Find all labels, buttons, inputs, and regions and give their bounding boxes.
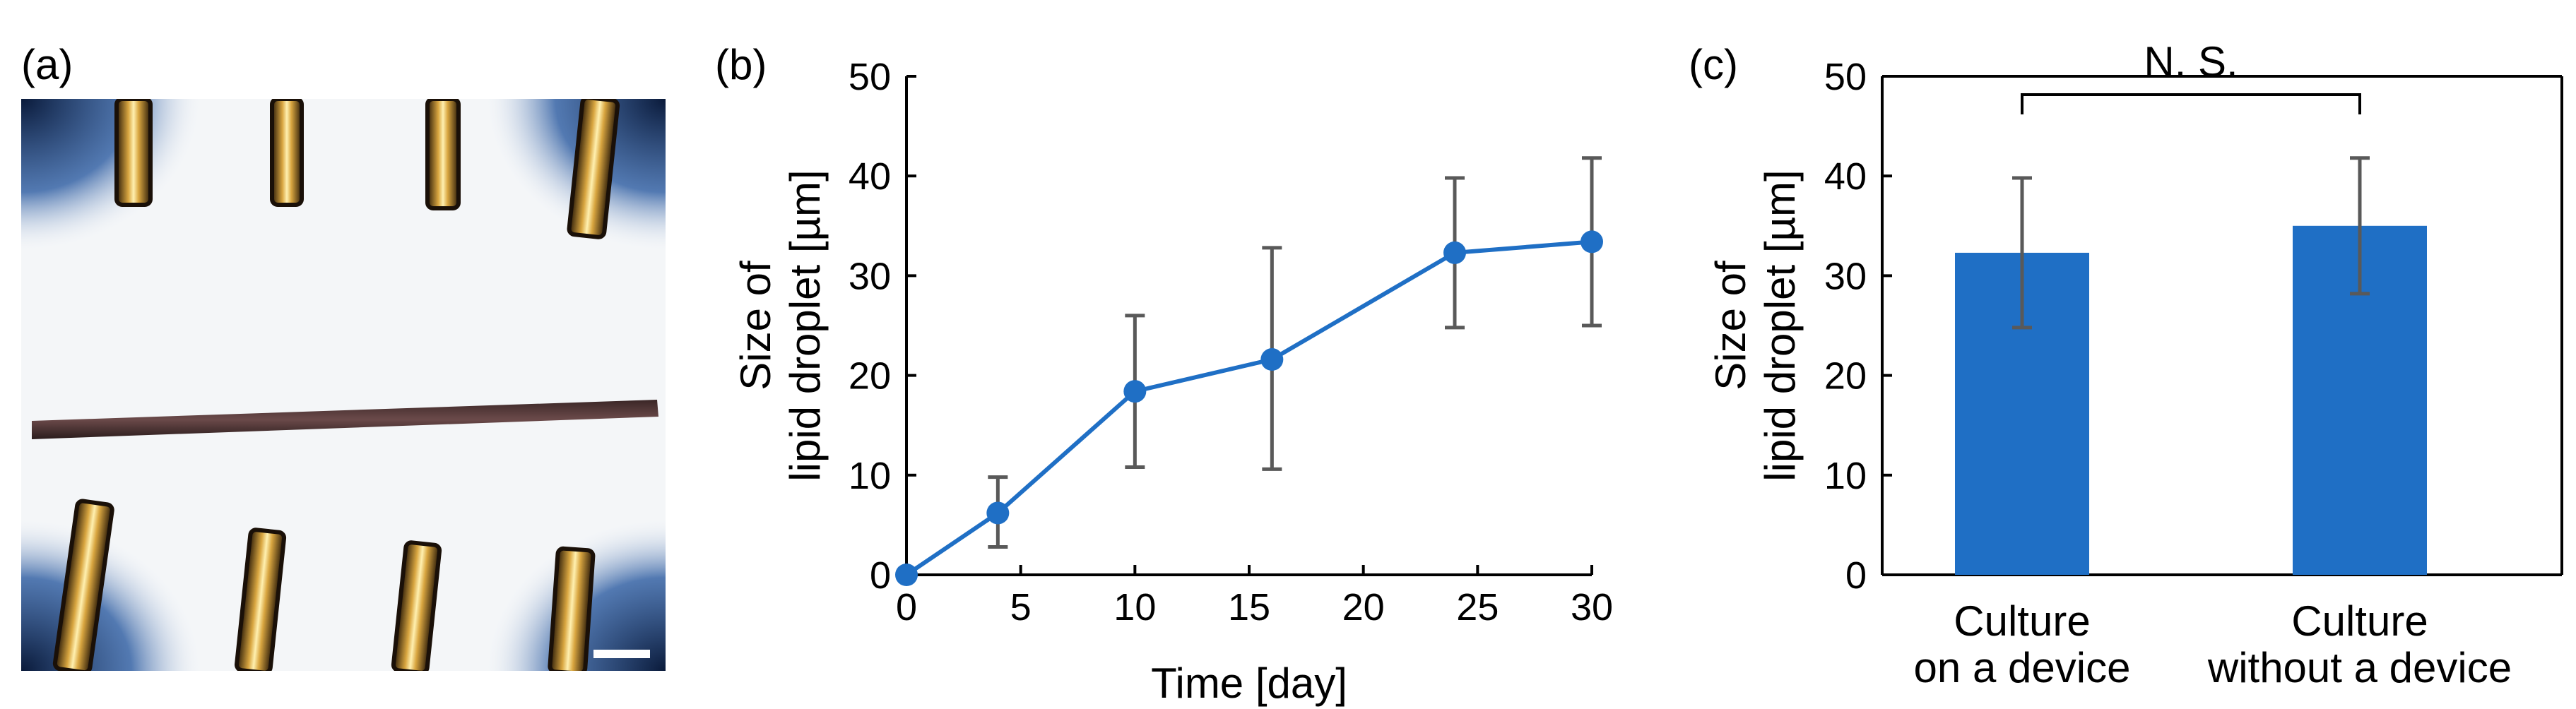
y-tick-label: 0 bbox=[1845, 554, 1867, 597]
panel-c: (c) 0 10 20 30 40 50 Size of lipid droplet [µm]… bbox=[1689, 38, 2563, 691]
data-point bbox=[1260, 348, 1284, 371]
pillar-bottom-1 bbox=[52, 499, 114, 671]
pillar-top-4 bbox=[567, 99, 620, 239]
category-label-line-2: on a device bbox=[1914, 644, 2131, 691]
error-bar bbox=[2350, 156, 2370, 296]
panel-c-label: (c) bbox=[1689, 41, 1738, 88]
data-point bbox=[895, 564, 918, 586]
y-tick-label: 50 bbox=[849, 56, 891, 98]
y-tick-label: 0 bbox=[870, 554, 891, 597]
x-tick-label: 30 bbox=[1571, 586, 1613, 628]
x-tick-label: 0 bbox=[896, 586, 917, 628]
y-axis-title-line-2: lipid droplet [µm] bbox=[1756, 169, 1804, 481]
panel-a-label: (a) bbox=[21, 41, 73, 88]
y-tick-label: 40 bbox=[1824, 155, 1867, 198]
pillar-top-3 bbox=[425, 99, 461, 210]
y-axis-title-line-1: Size of bbox=[1707, 261, 1754, 391]
y-tick-label: 20 bbox=[849, 355, 891, 398]
microscope-image bbox=[21, 99, 666, 671]
x-tick-label: 10 bbox=[1113, 586, 1156, 628]
panel-b: (b) 0 10 20 30 40 50 0 5 10 15 20 25 30 Time [day] Siz… bbox=[715, 41, 1613, 707]
y-tick-label: 10 bbox=[1824, 455, 1867, 497]
data-point bbox=[1443, 241, 1466, 264]
category-label-line-1: Culture bbox=[2291, 597, 2428, 645]
y-axis-title-line-1: Size of bbox=[732, 261, 779, 391]
y-tick-label: 50 bbox=[1824, 56, 1867, 98]
x-tick-label: 25 bbox=[1456, 586, 1499, 628]
y-tick-label: 10 bbox=[849, 455, 891, 497]
x-axis-title: Time [day] bbox=[1151, 660, 1347, 707]
panel-b-label: (b) bbox=[715, 41, 767, 88]
x-tick-label: 15 bbox=[1228, 586, 1270, 628]
pillar-top-1 bbox=[114, 99, 153, 207]
x-tick-label: 5 bbox=[1010, 586, 1032, 628]
y-tick-label: 30 bbox=[1824, 255, 1867, 297]
data-point bbox=[1123, 380, 1147, 403]
pillar-bottom-2 bbox=[235, 528, 287, 671]
significance-bracket bbox=[2021, 93, 2361, 114]
error-bar bbox=[2012, 176, 2032, 330]
pillar-bottom-4 bbox=[548, 546, 596, 671]
pillar-bottom-3 bbox=[391, 540, 442, 671]
scale-bar bbox=[593, 650, 650, 658]
significance-label: N. S. bbox=[2144, 38, 2238, 85]
panel-a: (a) bbox=[21, 41, 666, 671]
y-tick-label: 20 bbox=[1824, 355, 1867, 398]
y-tick-label: 30 bbox=[849, 255, 891, 297]
data-point bbox=[986, 501, 1010, 525]
tissue-fiber bbox=[32, 400, 658, 439]
pillar-top-2 bbox=[270, 99, 304, 207]
x-tick-label: 20 bbox=[1342, 586, 1385, 628]
data-point bbox=[1581, 230, 1603, 254]
y-axis-title-line-2: lipid droplet [µm] bbox=[781, 169, 829, 481]
y-tick-label: 40 bbox=[849, 155, 891, 198]
series-line bbox=[905, 239, 1593, 577]
category-label-line-2: without a device bbox=[2207, 644, 2512, 691]
category-label-line-1: Culture bbox=[1954, 597, 2090, 645]
